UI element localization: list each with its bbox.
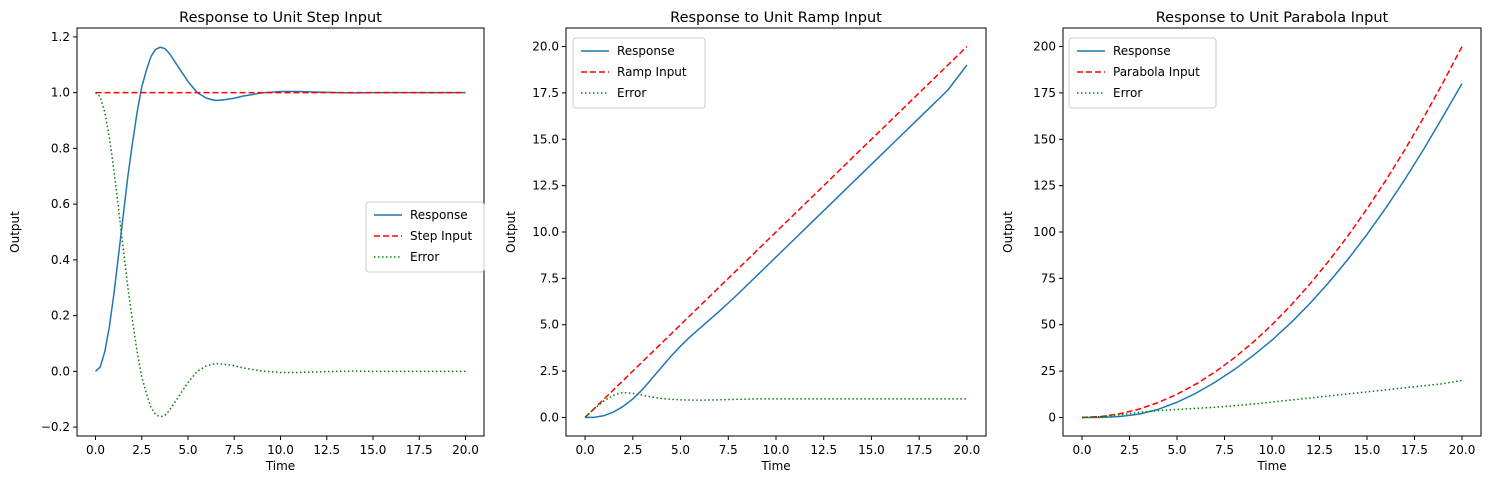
chart-0-x-tick-label: 15.0 xyxy=(360,443,387,457)
chart-2-x-tick-label: 0.0 xyxy=(1072,443,1091,457)
chart-0-x-tick-label: 7.5 xyxy=(225,443,244,457)
chart-2-x-tick-label: 5.0 xyxy=(1167,443,1186,457)
chart-1-y-tick-label: 12.5 xyxy=(532,179,559,193)
chart-2-y-tick-label: 200 xyxy=(1033,40,1056,54)
chart-1-series-error-line xyxy=(584,391,967,418)
step-response-panel: 0.0 2.5 5.0 7.5 10.0 12.5 15.0 17.5 20.0 −0.2 0.0 0… xyxy=(8,10,485,473)
chart-1-x-tick-label: 7.5 xyxy=(719,443,738,457)
chart-2-y-tick-label: 75 xyxy=(1041,271,1056,285)
chart-2-legend-box xyxy=(1068,37,1217,109)
chart-2-y-axis-label: Output xyxy=(1001,211,1015,253)
chart-0-legend: Response Step Input Error xyxy=(365,201,485,273)
chart-0-legend-entry: Error xyxy=(410,250,439,264)
chart-0-y-tick-label: 1.2 xyxy=(51,30,70,44)
chart-2-x-tick-label: 10.0 xyxy=(1259,443,1286,457)
chart-1-x-tick-label: 5.0 xyxy=(671,443,690,457)
chart-2-legend-entry: Parabola Input xyxy=(1113,65,1200,79)
chart-2-y-tick-label: 175 xyxy=(1033,86,1056,100)
chart-2-x-tick-label: 17.5 xyxy=(1401,443,1428,457)
chart-2-title: Response to Unit Parabola Input xyxy=(1156,10,1389,26)
chart-2-series-parabola-input-line xyxy=(1081,46,1463,419)
chart-0-y-axis-label: Output xyxy=(8,211,22,253)
chart-2-y-tick-label: 150 xyxy=(1033,132,1056,146)
chart-0-x-tick-label: 20.0 xyxy=(452,443,479,457)
chart-2-x-axis-label: Time xyxy=(1256,459,1286,473)
chart-2-x-tick-label: 2.5 xyxy=(1120,443,1139,457)
chart-0-x-tick-label: 10.0 xyxy=(267,443,294,457)
chart-2-y-tick-label: 50 xyxy=(1041,318,1056,332)
chart-0-x-tick-label: 2.5 xyxy=(132,443,151,457)
chart-1-y-tick-label: 15.0 xyxy=(532,132,559,146)
chart-1-legend-entry: Response xyxy=(617,44,675,58)
parabola-response-panel: 0.0 2.5 5.0 7.5 10.0 12.5 15.0 17.5 20.0 0 25 50 75 1… xyxy=(1001,10,1482,473)
chart-2-y-tick-label: 125 xyxy=(1033,179,1056,193)
chart-1-legend-entry: Error xyxy=(617,86,646,100)
chart-0-y-tick-label: 0.4 xyxy=(51,253,70,267)
chart-2-legend-entry: Response xyxy=(1113,44,1171,58)
chart-2-x-tick-label: 15.0 xyxy=(1354,443,1381,457)
chart-0-y-tick-label: 0.6 xyxy=(51,197,70,211)
chart-1-y-tick-label: 10.0 xyxy=(532,225,559,239)
chart-1-x-tick-label: 2.5 xyxy=(623,443,642,457)
chart-2-series-error-line xyxy=(1081,379,1463,419)
chart-1-series-ramp-input-line xyxy=(584,46,968,418)
chart-1-y-tick-label: 2.5 xyxy=(540,364,559,378)
chart-0-x-tick-label: 0.0 xyxy=(86,443,105,457)
chart-1-x-tick-label: 17.5 xyxy=(906,443,933,457)
chart-0-series-error-line xyxy=(94,92,466,418)
chart-2-y-tick-label: 25 xyxy=(1041,364,1056,378)
chart-1-x-axis-label: Time xyxy=(760,459,790,473)
chart-1-y-tick-label: 0.0 xyxy=(540,410,559,424)
chart-1-x-tick-label: 10.0 xyxy=(763,443,790,457)
chart-0-title: Response to Unit Step Input xyxy=(179,10,382,26)
chart-1-y-tick-label: 5.0 xyxy=(540,318,559,332)
chart-0-x-axis-label: Time xyxy=(265,459,295,473)
chart-0-x-tick-label: 12.5 xyxy=(313,443,340,457)
chart-1-y-tick-label: 20.0 xyxy=(532,40,559,54)
chart-1-series-response-line xyxy=(585,64,968,419)
chart-1-x-tick-label: 15.0 xyxy=(858,443,885,457)
chart-0-y-tick-label: 0.2 xyxy=(51,309,70,323)
chart-1-x-tick-label: 0.0 xyxy=(576,443,595,457)
chart-0-y-tick-label: 0.0 xyxy=(51,364,70,378)
chart-1-x-tick-label: 12.5 xyxy=(810,443,837,457)
chart-1-legend: Response Ramp Input Error xyxy=(572,37,706,109)
chart-2-legend-entry: Error xyxy=(1113,86,1142,100)
chart-2-x-tick-label: 7.5 xyxy=(1215,443,1234,457)
chart-2-y-tick-label: 0 xyxy=(1048,410,1056,424)
chart-1-x-tick-label: 20.0 xyxy=(954,443,981,457)
chart-1-y-tick-label: 7.5 xyxy=(540,271,559,285)
chart-2-x-tick-label: 12.5 xyxy=(1306,443,1333,457)
chart-0-y-tick-label: 1.0 xyxy=(51,86,70,100)
chart-0-legend-box xyxy=(365,201,485,273)
ramp-response-panel: 0.0 2.5 5.0 7.5 10.0 12.5 15.0 17.5 20.0 0.0 2.5 5.… xyxy=(504,10,987,473)
chart-1-legend-box xyxy=(572,37,706,109)
chart-2-legend: Response Parabola Input Error xyxy=(1068,37,1217,109)
chart-0-legend-entry: Response xyxy=(410,208,468,222)
chart-0-series-response-line xyxy=(94,46,466,372)
chart-0-x-tick-label: 5.0 xyxy=(178,443,197,457)
chart-2-x-tick-label: 20.0 xyxy=(1449,443,1476,457)
chart-2-y-tick-label: 100 xyxy=(1033,225,1056,239)
chart-1-title: Response to Unit Ramp Input xyxy=(670,10,882,26)
chart-0-legend-entry: Step Input xyxy=(410,229,473,243)
chart-2-series-response-line xyxy=(1081,83,1463,419)
chart-1-y-axis-label: Output xyxy=(504,211,518,253)
chart-0-y-tick-label: 0.8 xyxy=(51,141,70,155)
chart-0-x-tick-label: 17.5 xyxy=(406,443,433,457)
chart-0-y-tick-label: −0.2 xyxy=(41,420,70,434)
chart-1-legend-entry: Ramp Input xyxy=(617,65,687,79)
chart-1-y-tick-label: 17.5 xyxy=(532,86,559,100)
